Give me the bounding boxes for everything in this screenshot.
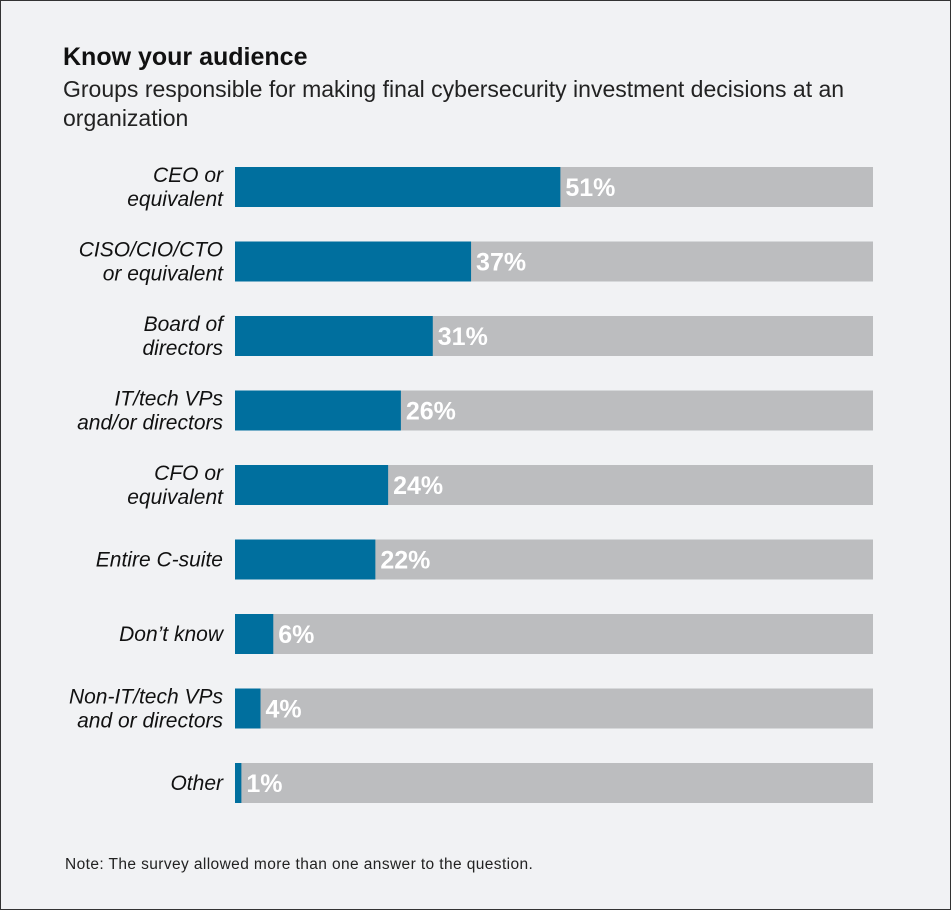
category-label: Don’t know — [119, 623, 225, 646]
bar — [235, 241, 472, 282]
bar-track — [235, 688, 873, 729]
bar-track — [235, 763, 873, 803]
value-label: 1% — [246, 770, 282, 798]
bar — [235, 316, 433, 356]
chart-title: Know your audience — [63, 43, 308, 71]
category-label: and or directors — [77, 710, 223, 733]
chart-note: Note: The survey allowed more than one a… — [65, 856, 534, 873]
value-label: 37% — [476, 249, 526, 277]
value-label: 31% — [438, 323, 488, 351]
category-label: Non-IT/tech VPs — [69, 686, 224, 709]
bar — [235, 688, 261, 729]
bar — [235, 465, 389, 505]
category-label: CISO/CIO/CTO — [79, 239, 223, 262]
bar-track — [235, 614, 873, 654]
category-label: equivalent — [127, 486, 224, 509]
category-label: or equivalent — [103, 263, 224, 286]
value-label: 22% — [380, 547, 430, 575]
category-label: Board of — [144, 313, 226, 336]
value-label: 51% — [565, 174, 615, 202]
category-label: Entire C-suite — [96, 549, 223, 572]
category-label: IT/tech VPs — [114, 388, 223, 411]
bar — [235, 390, 401, 431]
bar — [235, 614, 274, 654]
value-label: 4% — [266, 696, 302, 724]
category-label: CEO or — [153, 164, 224, 187]
value-label: 26% — [406, 398, 456, 426]
category-label: CFO or — [154, 462, 224, 485]
bar — [235, 539, 376, 580]
category-label: directors — [142, 337, 223, 360]
category-label: equivalent — [127, 188, 224, 211]
bar — [235, 763, 242, 803]
bar — [235, 167, 561, 207]
value-label: 6% — [278, 621, 314, 649]
chart-subtitle: Groups responsible for making final cybe… — [63, 76, 845, 131]
value-label: 24% — [393, 472, 443, 500]
category-label: Other — [170, 772, 224, 795]
category-label: and/or directors — [77, 412, 223, 435]
